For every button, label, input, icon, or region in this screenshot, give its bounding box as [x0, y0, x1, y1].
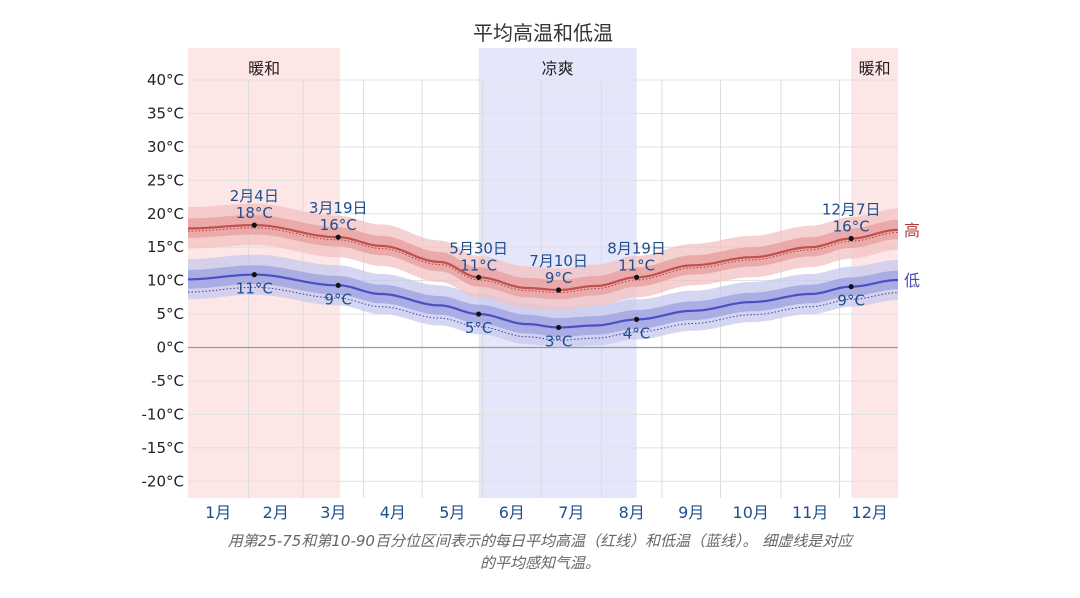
y-tick-label: 10°C: [147, 272, 184, 290]
high-series-line: [187, 223, 899, 292]
annotation-date-0: 2月4日: [230, 187, 279, 205]
low-perceived-line: [188, 286, 899, 341]
x-tick-label: 1月: [205, 503, 231, 522]
annotation-date-6: 7月10日: [529, 252, 588, 270]
annotation-point-0: [251, 222, 257, 228]
high-perceived-line: [188, 227, 899, 294]
annotation-date-2: 3月19日: [309, 199, 368, 217]
low-band-25-75: [188, 265, 898, 337]
annotation-date-4: 5月30日: [449, 239, 508, 257]
annotation-value-5: 5°C: [465, 319, 493, 337]
y-tick-label: 0°C: [156, 339, 184, 357]
x-tick-label: 5月: [439, 503, 465, 522]
annotation-date-8: 8月19日: [607, 239, 666, 257]
annotation-value-1: 11°C: [236, 280, 273, 298]
caption-line-2: 的平均感知气温。: [479, 554, 600, 572]
season-label-2: 暖和: [859, 59, 891, 78]
y-tick-label: 25°C: [147, 171, 184, 189]
annotation-value-10: 16°C: [833, 218, 870, 236]
x-tick-label: 4月: [380, 503, 406, 522]
y-tick-label: -20°C: [142, 472, 184, 490]
y-tick-label: -5°C: [151, 372, 184, 390]
annotation-value-7: 3°C: [545, 332, 573, 350]
annotation-date-10: 12月7日: [822, 201, 881, 219]
chart-title: 平均高温和低温: [473, 21, 613, 45]
y-tick-label: 15°C: [147, 238, 184, 256]
chart-caption: 用第25-75和第10-90百分位区间表示的每日平均高温（红线）和低温（蓝线）。…: [0, 530, 1080, 574]
annotation-point-3: [335, 282, 341, 288]
annotation-point-8: [634, 274, 640, 280]
x-tick-label: 10月: [733, 503, 769, 522]
y-tick-label: -10°C: [142, 405, 184, 423]
annotation-point-10: [848, 235, 854, 242]
x-tick-label: 6月: [499, 503, 525, 522]
low-band-10-90: [188, 254, 898, 348]
annotation-value-3: 9°C: [324, 290, 352, 308]
annotation-point-7: [556, 324, 562, 331]
annotation-value-11: 9°C: [837, 292, 865, 310]
season-label-1: 凉爽: [542, 59, 574, 78]
x-tick-label: 12月: [852, 503, 888, 522]
x-tick-label: 2月: [263, 503, 289, 522]
annotation-point-9: [634, 316, 640, 323]
x-tick-label: 9月: [678, 503, 704, 522]
annotation-point-4: [476, 274, 482, 280]
high-band-25-75: [188, 215, 898, 300]
y-tick-label: -15°C: [142, 439, 184, 457]
annotation-value-6: 9°C: [545, 269, 573, 287]
high-series-label: 高: [904, 221, 920, 240]
annotation-value-4: 11°C: [460, 256, 497, 274]
annotation-value-2: 16°C: [320, 216, 357, 234]
annotation-value-9: 4°C: [623, 324, 651, 342]
x-tick-label: 7月: [558, 503, 584, 522]
annotation-point-11: [848, 284, 854, 290]
y-tick-label: 20°C: [147, 205, 184, 223]
y-tick-label: 5°C: [156, 305, 184, 323]
y-tick-label: 35°C: [147, 104, 184, 122]
y-tick-label: 30°C: [147, 138, 184, 156]
low-series-line: [188, 273, 899, 329]
annotation-point-1: [251, 272, 257, 278]
annotation-point-5: [476, 311, 482, 317]
y-tick-label: 40°C: [147, 71, 184, 89]
annotation-value-0: 18°C: [236, 204, 273, 222]
season-label-0: 暖和: [248, 59, 280, 78]
x-tick-label: 3月: [320, 503, 346, 522]
annotation-point-6: [556, 287, 562, 293]
high-band-10-90: [188, 203, 898, 311]
x-tick-label: 8月: [619, 503, 645, 522]
annotation-value-8: 11°C: [618, 256, 655, 274]
annotation-point-2: [335, 234, 341, 240]
caption-line-1: 用第25-75和第10-90百分位区间表示的每日平均高温（红线）和低温（蓝线）。…: [227, 532, 853, 550]
low-series-label: 低: [904, 271, 920, 290]
x-tick-label: 11月: [792, 503, 828, 522]
